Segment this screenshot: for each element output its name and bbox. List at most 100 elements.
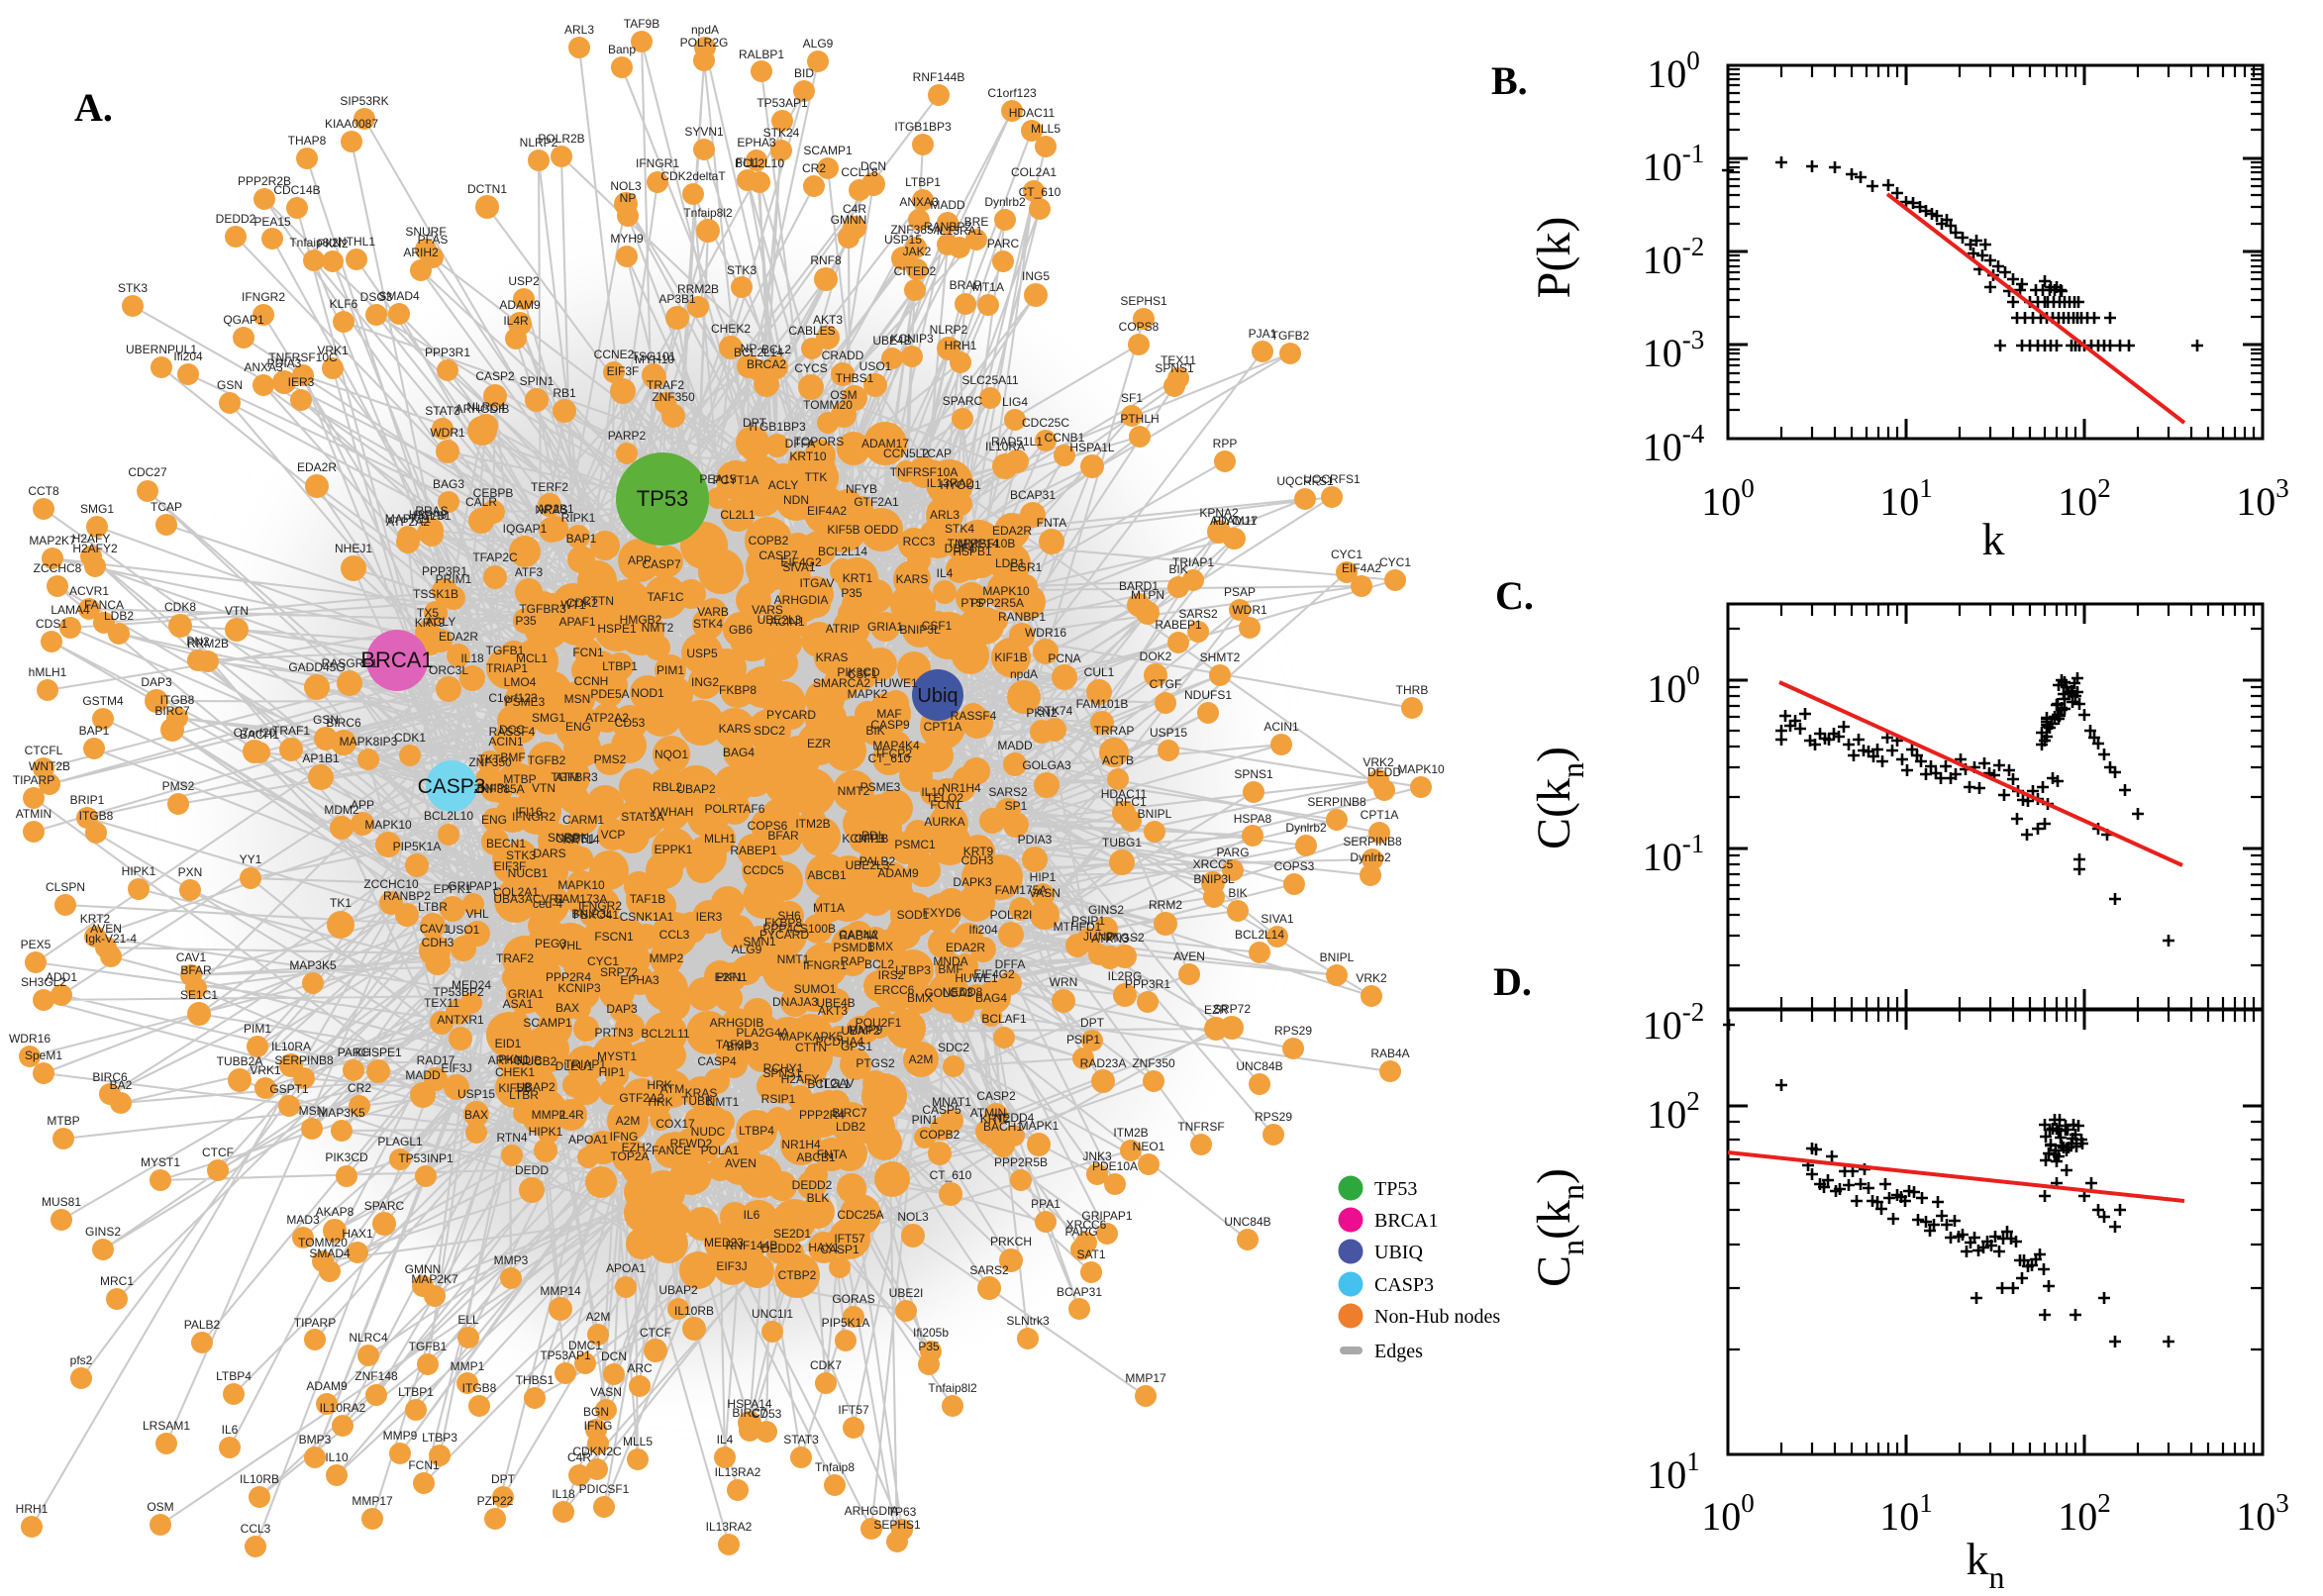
svg-text:MAP2K7: MAP2K7 — [411, 1272, 458, 1286]
svg-text:CAV1: CAV1 — [176, 950, 207, 964]
svg-text:RAP: RAP — [841, 954, 865, 968]
svg-text:ITGB1BP3: ITGB1BP3 — [749, 420, 806, 434]
svg-text:HRH1: HRH1 — [16, 1502, 49, 1516]
svg-text:TRIAP1: TRIAP1 — [1172, 555, 1214, 569]
svg-text:PSIP1: PSIP1 — [1071, 914, 1105, 928]
svg-text:Tnfaip8: Tnfaip8 — [815, 1460, 855, 1474]
svg-text:CTTN: CTTN — [795, 1041, 827, 1054]
svg-text:TOP2A: TOP2A — [610, 1149, 649, 1163]
svg-text:EIF4G2: EIF4G2 — [973, 967, 1015, 981]
svg-text:MAPK10: MAPK10 — [364, 818, 412, 832]
svg-text:DCN: DCN — [860, 159, 886, 173]
svg-text:LAMA4: LAMA4 — [50, 603, 90, 617]
svg-text:TEX11: TEX11 — [424, 996, 459, 1010]
svg-text:RABEP1: RABEP1 — [1155, 618, 1202, 632]
svg-text:IL4: IL4 — [717, 1433, 734, 1446]
svg-text:STK24: STK24 — [763, 126, 800, 140]
svg-text:TOPORS: TOPORS — [794, 435, 844, 449]
svg-text:WDR1: WDR1 — [1232, 603, 1267, 617]
svg-text:BRCA1: BRCA1 — [360, 648, 433, 672]
svg-text:BIRC7: BIRC7 — [832, 1106, 867, 1120]
svg-text:USO1: USO1 — [448, 923, 480, 937]
svg-text:MCL1: MCL1 — [516, 651, 548, 665]
svg-text:EID1: EID1 — [495, 1037, 522, 1050]
svg-text:BCAP31: BCAP31 — [1010, 488, 1056, 502]
svg-text:PDIA3: PDIA3 — [1018, 833, 1053, 847]
svg-text:RALBP1: RALBP1 — [739, 48, 784, 61]
svg-text:POLR2B: POLR2B — [538, 132, 584, 146]
svg-text:SH3GL2: SH3GL2 — [21, 975, 66, 989]
svg-text:MYH10: MYH10 — [635, 352, 674, 366]
svg-text:THBS1: THBS1 — [836, 371, 874, 385]
svg-text:BAP1: BAP1 — [79, 724, 110, 738]
svg-text:ITGB8: ITGB8 — [462, 1381, 497, 1395]
svg-text:BIRC7: BIRC7 — [154, 704, 190, 718]
svg-text:GOLGA3: GOLGA3 — [924, 986, 973, 1000]
svg-text:PCYT1A: PCYT1A — [713, 473, 759, 487]
svg-text:CT_610: CT_610 — [1019, 185, 1061, 199]
svg-text:SUMO1: SUMO1 — [794, 982, 837, 996]
svg-text:PIK3CD: PIK3CD — [325, 1150, 368, 1164]
svg-text:Cn(kn): Cn(kn) — [1528, 1168, 1590, 1287]
svg-text:IQGAP1: IQGAP1 — [503, 522, 548, 536]
svg-text:RSIP1: RSIP1 — [761, 1092, 796, 1106]
svg-text:UBAP2: UBAP2 — [516, 1080, 556, 1094]
svg-text:ARHGDIB: ARHGDIB — [710, 1016, 764, 1030]
svg-text:GTF2A2: GTF2A2 — [619, 1091, 664, 1105]
svg-text:STAT3: STAT3 — [425, 404, 460, 418]
svg-text:CDS1: CDS1 — [36, 617, 67, 631]
svg-text:SRP72: SRP72 — [600, 965, 638, 979]
svg-text:EPPK1: EPPK1 — [655, 843, 693, 856]
svg-text:SMAD4: SMAD4 — [309, 1247, 351, 1260]
svg-text:GORAS: GORAS — [832, 1292, 874, 1306]
svg-text:HDAC11: HDAC11 — [1009, 106, 1056, 120]
svg-text:BRAP: BRAP — [950, 278, 982, 292]
svg-text:FCN1: FCN1 — [408, 1458, 440, 1472]
svg-text:C4R: C4R — [567, 1450, 591, 1464]
svg-text:TERF2: TERF2 — [531, 480, 568, 494]
svg-text:PN2: PN2 — [186, 635, 210, 648]
svg-text:BA2: BA2 — [110, 1078, 133, 1092]
svg-text:AVEN: AVEN — [725, 1156, 757, 1170]
svg-text:IL6: IL6 — [744, 1208, 760, 1222]
svg-text:HRK: HRK — [648, 1095, 672, 1109]
svg-text:MMP14: MMP14 — [540, 1284, 581, 1298]
svg-text:FNTA: FNTA — [817, 1147, 847, 1161]
svg-text:AP3B1: AP3B1 — [658, 292, 696, 306]
svg-text:APP: APP — [351, 798, 374, 812]
svg-text:RAB4A: RAB4A — [1370, 1047, 1409, 1060]
svg-text:HAX1: HAX1 — [808, 1241, 840, 1254]
svg-text:ARHGDIA: ARHGDIA — [774, 593, 829, 607]
svg-text:CDK2deltaT: CDK2deltaT — [660, 169, 726, 183]
svg-text:BCL2: BCL2 — [864, 957, 894, 971]
svg-text:MAPK1: MAPK1 — [1019, 1119, 1060, 1133]
svg-text:Tnfaip8l2: Tnfaip8l2 — [683, 206, 733, 220]
svg-text:SRP72: SRP72 — [1213, 1002, 1251, 1016]
svg-text:BNIPL: BNIPL — [1320, 950, 1355, 964]
svg-text:ZNF350: ZNF350 — [652, 390, 695, 404]
svg-text:KIF1B: KIF1B — [994, 650, 1027, 664]
svg-text:GPS1: GPS1 — [841, 1040, 872, 1053]
svg-text:XRCC5: XRCC5 — [1193, 857, 1234, 871]
svg-text:CTCF: CTCF — [640, 1326, 671, 1340]
svg-text:SYVN1: SYVN1 — [684, 125, 724, 139]
svg-text:BCL2L14: BCL2L14 — [734, 346, 783, 359]
svg-text:UQCRFS1: UQCRFS1 — [1276, 474, 1334, 488]
svg-text:GINS2: GINS2 — [1088, 903, 1124, 917]
svg-text:CDC25C: CDC25C — [1022, 416, 1069, 430]
svg-text:IL13RA2: IL13RA2 — [927, 476, 973, 490]
svg-text:NEDD4: NEDD4 — [994, 1111, 1035, 1125]
svg-text:TFCP2: TFCP2 — [874, 747, 912, 760]
svg-text:KARS: KARS — [719, 722, 752, 736]
svg-text:APAF1: APAF1 — [558, 615, 595, 629]
svg-text:Dynlrb2: Dynlrb2 — [984, 195, 1026, 209]
svg-text:APOA1: APOA1 — [606, 1261, 646, 1275]
svg-text:CPT1A: CPT1A — [924, 720, 962, 734]
svg-text:CT_610: CT_610 — [930, 1168, 972, 1182]
svg-text:PPP2R4: PPP2R4 — [546, 970, 591, 984]
svg-text:BCL2L1: BCL2L1 — [807, 1077, 851, 1091]
svg-text:MNDA: MNDA — [933, 954, 967, 968]
svg-text:EDA2R: EDA2R — [297, 460, 337, 474]
svg-text:TRAF2: TRAF2 — [647, 378, 684, 392]
svg-text:STK3: STK3 — [506, 848, 536, 862]
